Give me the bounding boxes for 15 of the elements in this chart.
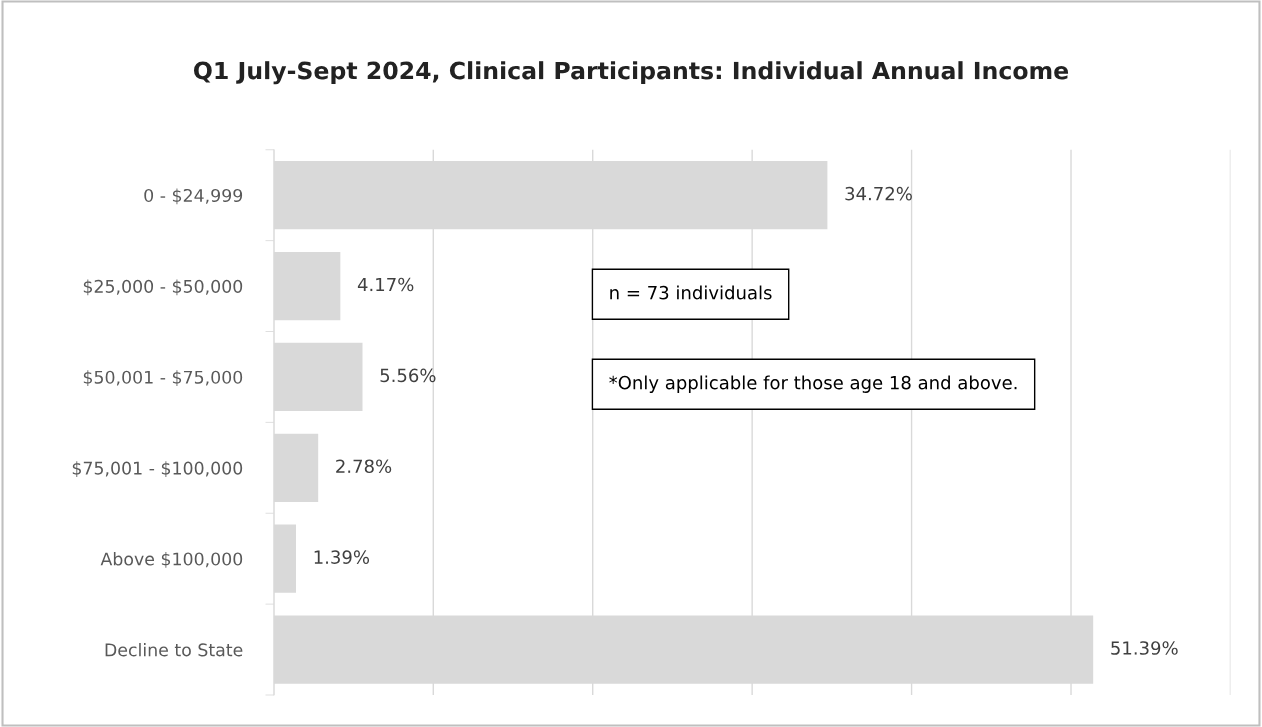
data-label: 34.72% — [845, 186, 912, 201]
data-label: 2.78% — [336, 459, 392, 474]
data-label: 4.17% — [357, 277, 414, 292]
y-tick-label: $75,001 - $100,000 — [72, 461, 243, 477]
y-tick-label: Decline to State — [105, 642, 243, 657]
data-label: 5.56% — [380, 368, 436, 383]
data-label: 1.39% — [314, 550, 370, 564]
y-tick-label: $25,000 - $50,000 — [83, 279, 243, 296]
y-tick-label: $50,001 - $75,000 — [83, 370, 243, 387]
chart-title: Q1 July-Sept 2024, Clinical Participants: Individual Annual Income — [194, 61, 1069, 85]
annotation: n = 73 individuals — [610, 285, 772, 300]
annotation: *Only applicable for those age 18 and above. — [609, 375, 1017, 393]
y-tick-label: 0 - $24,999 — [144, 188, 243, 205]
y-tick-label: Above $100,000 — [100, 552, 243, 568]
data-label: 51.39% — [1111, 641, 1178, 655]
